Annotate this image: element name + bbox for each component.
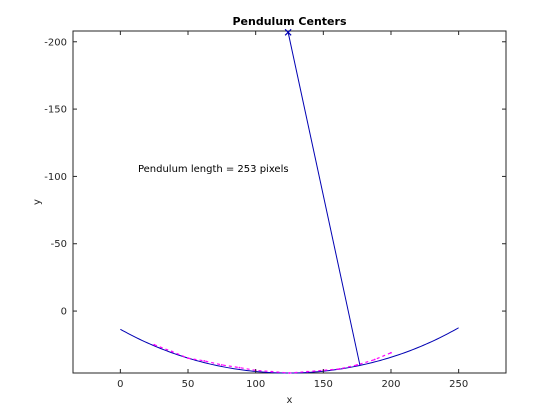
center-point bbox=[390, 351, 392, 354]
y-tick-label: 0 bbox=[61, 307, 67, 318]
x-tick-label: 50 bbox=[182, 379, 195, 390]
x-tick-label: 250 bbox=[449, 379, 468, 390]
center-point bbox=[338, 368, 341, 370]
center-point bbox=[187, 357, 189, 360]
center-point bbox=[153, 343, 156, 346]
x-tick-label: 100 bbox=[246, 379, 265, 390]
y-tick-label: -200 bbox=[44, 37, 67, 48]
center-point bbox=[203, 359, 206, 362]
center-point bbox=[220, 364, 223, 366]
chart-title: Pendulum Centers bbox=[232, 15, 346, 28]
x-tick-label: 150 bbox=[314, 379, 333, 390]
x-axis-label: x bbox=[287, 395, 293, 406]
center-point bbox=[238, 366, 241, 369]
y-axis-label: y bbox=[32, 199, 43, 205]
center-point bbox=[271, 370, 273, 373]
x-tick-label: 200 bbox=[381, 379, 400, 390]
center-point bbox=[356, 364, 359, 366]
x-tick-label: 0 bbox=[117, 379, 123, 390]
pendulum-length-annotation: Pendulum length = 253 pixels bbox=[138, 164, 289, 175]
center-point bbox=[373, 358, 376, 361]
center-point bbox=[288, 372, 291, 374]
pendulum-rod-line bbox=[287, 32, 361, 366]
tick-layer: 0 50 100 150 200 250 -200 -150 -100 -50 0 bbox=[44, 31, 506, 390]
plot-area bbox=[72, 30, 507, 374]
y-tick-label: -50 bbox=[51, 239, 67, 250]
series-layer bbox=[120, 28, 459, 374]
center-point bbox=[170, 350, 173, 353]
pivot-marker bbox=[284, 28, 292, 36]
y-tick-label: -100 bbox=[44, 172, 67, 183]
y-tick-label: -150 bbox=[44, 105, 67, 116]
center-point bbox=[306, 370, 308, 373]
